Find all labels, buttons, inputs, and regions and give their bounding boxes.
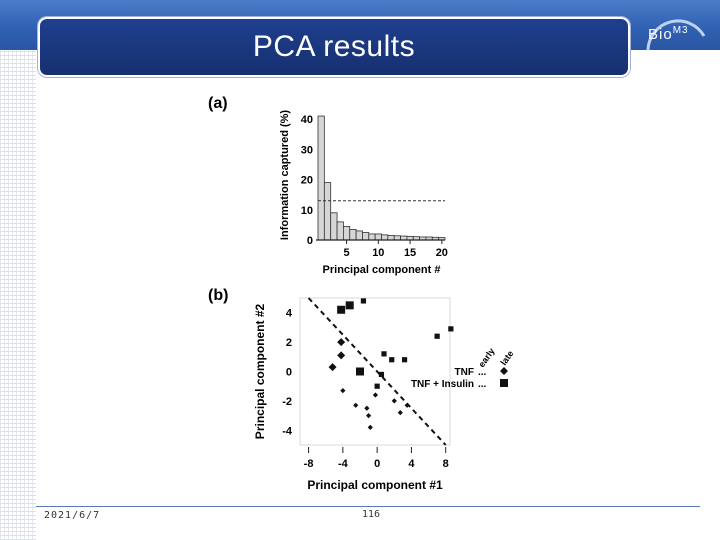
y-tick-label: 0 [286, 367, 292, 379]
footer-date: 2021/6/7 [44, 510, 101, 521]
diamond-point [364, 405, 370, 411]
legend-header: early [476, 346, 496, 369]
x-tick-label: -4 [338, 458, 349, 470]
square-point [401, 357, 408, 363]
diamond-point [404, 402, 410, 408]
x-tick-label: 4 [408, 458, 415, 470]
legend-header: late [498, 349, 515, 367]
logo-text: Bio [648, 26, 673, 43]
square-point [378, 371, 385, 378]
bar [362, 232, 370, 241]
legend-dots: ... [478, 367, 487, 378]
diamond-point [353, 402, 359, 408]
square-point [345, 301, 354, 310]
bar [387, 235, 395, 241]
legend-marker [500, 379, 508, 387]
bar [330, 212, 338, 241]
logo: BioM3 [648, 25, 689, 43]
square-point [360, 298, 367, 304]
left-grid-decoration [0, 50, 36, 540]
bar [323, 182, 332, 241]
legend-marker [500, 367, 508, 375]
trend-line [307, 297, 447, 446]
page-title: PCA results [252, 30, 416, 63]
diamond-point [328, 363, 337, 372]
bar [317, 115, 325, 241]
legend: early late TNF ... TNF + Insulin... [411, 346, 516, 390]
bar [336, 221, 344, 241]
bar [393, 235, 401, 241]
diamond-point [372, 392, 379, 398]
y-tick-label: 2 [286, 337, 292, 349]
square-point [337, 305, 346, 314]
bar [342, 225, 351, 241]
x-tick-label: 20 [436, 247, 448, 259]
bar [374, 233, 382, 241]
bar [368, 233, 376, 241]
square-point [448, 326, 454, 332]
y-tick-label: 20 [301, 175, 313, 187]
x-tick-label: 15 [404, 247, 416, 259]
logo-arc-icon [646, 19, 706, 51]
page-number: 116 [362, 509, 381, 520]
footer-divider [36, 506, 700, 507]
bar [349, 229, 357, 241]
scatter-chart: (b) Principal component #2 Principal com… [208, 287, 516, 492]
logo-superscript: M3 [672, 25, 689, 36]
x-tick-label: 0 [374, 458, 380, 470]
y-tick-label: 4 [286, 308, 293, 320]
square-point [381, 351, 387, 357]
y-tick-label: 30 [301, 144, 313, 156]
title-box [38, 17, 630, 77]
legend-dots: ... [478, 379, 487, 390]
legend-label: TNF + Insulin [411, 379, 474, 390]
diamond-point [367, 424, 373, 430]
x-axis-label: Principal component #1 [307, 478, 443, 492]
y-tick-label: 40 [301, 114, 313, 126]
y-tick-label: 10 [301, 205, 313, 217]
y-axis-label: Principal component #2 [253, 303, 267, 439]
bar [381, 234, 389, 241]
bar-chart: (a) Information captured (%) Principal c… [208, 95, 448, 276]
diamond-point [397, 410, 403, 416]
square-point [356, 367, 364, 376]
panel-label-b: (b) [208, 287, 228, 304]
square-point [374, 383, 380, 389]
x-tick-label: 10 [372, 247, 384, 259]
y-tick-label: -2 [282, 396, 292, 408]
diamond-point [340, 388, 346, 394]
diamond-point [337, 351, 346, 360]
diamond-point [365, 413, 372, 419]
y-axis-label: Information captured (%) [279, 110, 291, 241]
y-tick-label: 0 [307, 235, 313, 247]
y-tick-label: -4 [282, 425, 293, 437]
square-point [434, 333, 440, 339]
x-tick-label: 8 [443, 458, 449, 470]
x-tick-label: 5 [344, 247, 350, 259]
square-point [389, 357, 395, 363]
bar [355, 230, 363, 241]
diamond-point [337, 338, 346, 347]
x-tick-label: -8 [304, 458, 314, 470]
legend-label: TNF [455, 367, 474, 378]
panel-label-a: (a) [208, 95, 228, 112]
x-axis-label: Principal component # [323, 264, 441, 276]
diamond-point [391, 398, 397, 404]
plot-frame [299, 297, 451, 446]
